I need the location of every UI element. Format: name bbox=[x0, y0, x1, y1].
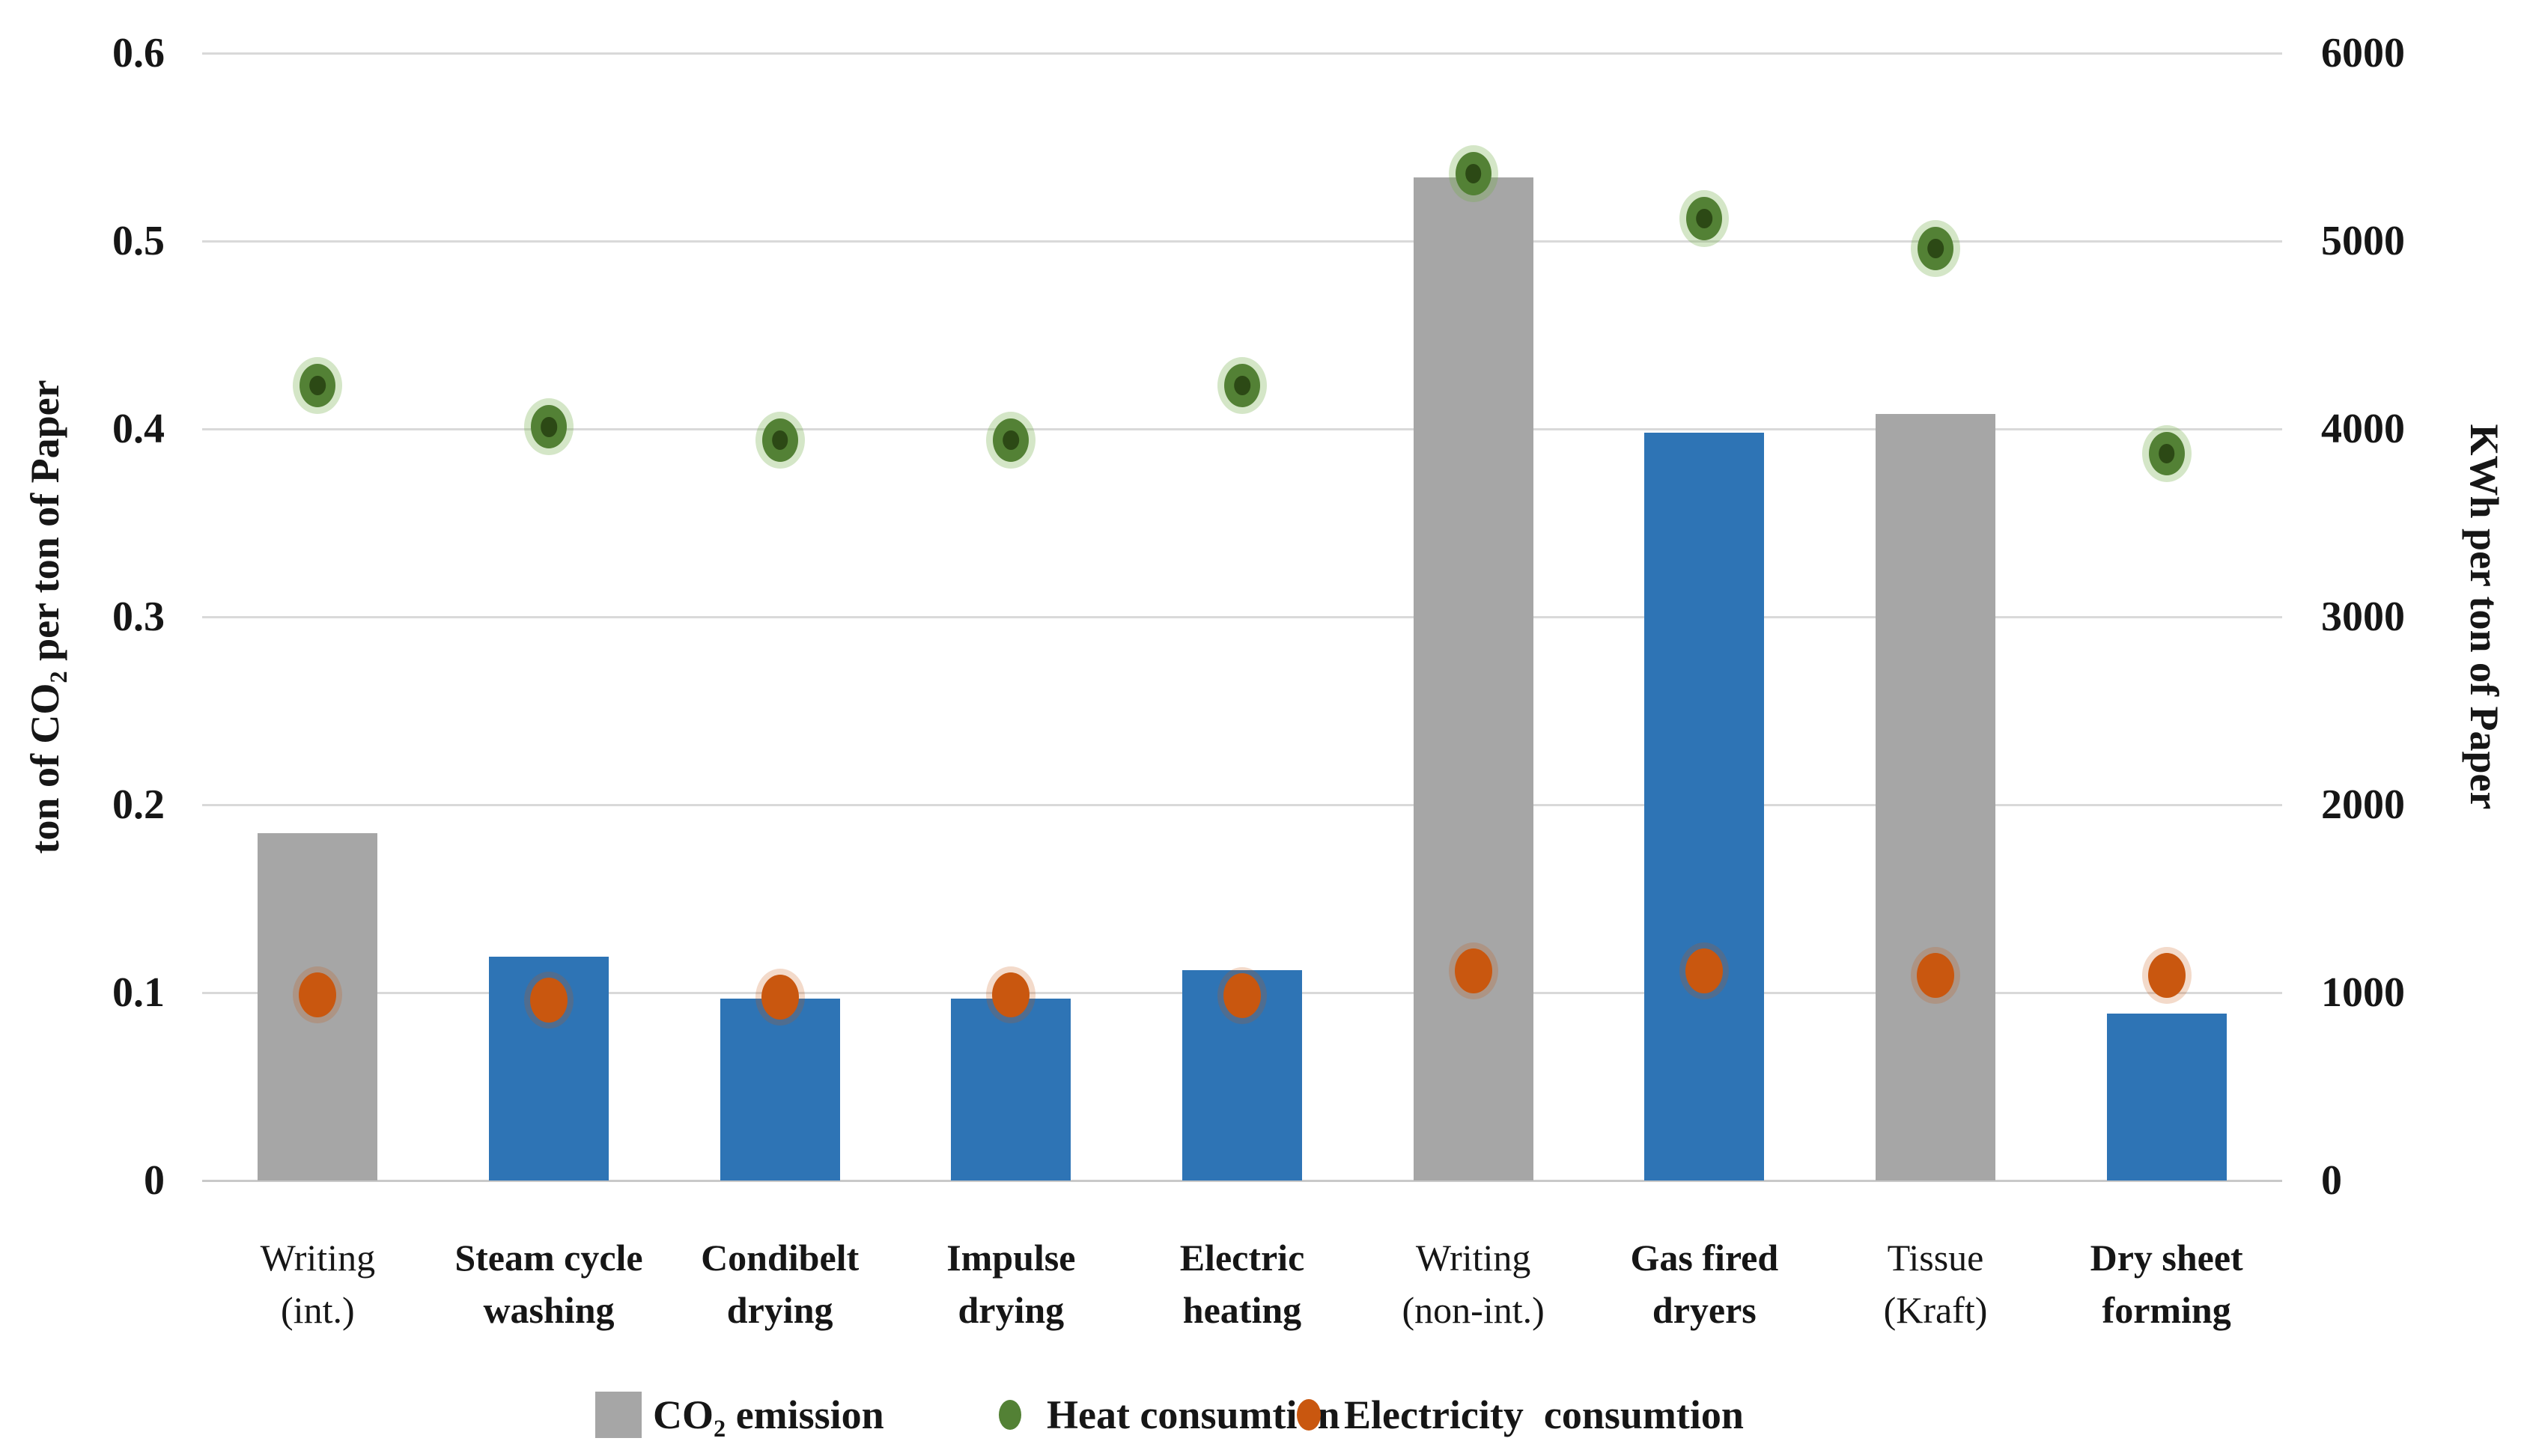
category-label-line: Gas fired bbox=[1630, 1237, 1779, 1279]
electricity-consumption-dot bbox=[992, 972, 1030, 1017]
legend-dot-heat bbox=[999, 1400, 1021, 1430]
co2-emission-bar bbox=[1413, 177, 1533, 1181]
category-label: Writing (non-int.) bbox=[1342, 1231, 1604, 1336]
category-label: Impulse drying bbox=[881, 1231, 1142, 1336]
category-label-line: washing bbox=[483, 1289, 615, 1331]
heat-dot-core bbox=[1003, 430, 1020, 451]
co2-emission-bar bbox=[2106, 1013, 2227, 1181]
heat-dot-core bbox=[1465, 163, 1482, 183]
category-label: Gas fired dryers bbox=[1574, 1231, 1835, 1336]
right-axis-tick-label: 1000 bbox=[2321, 969, 2405, 1016]
category-label-line: heating bbox=[1182, 1289, 1302, 1331]
category-label: Condibelt drying bbox=[649, 1231, 910, 1336]
category-label-line: Steam cycle bbox=[454, 1237, 643, 1279]
category-label-line: Writing bbox=[260, 1237, 376, 1279]
heat-dot-core bbox=[1696, 208, 1713, 228]
legend-label-electricity-consumtion: Electricity consumtion bbox=[1344, 1392, 1744, 1437]
left-axis-tick-label: 0.1 bbox=[112, 969, 165, 1016]
heat-consumption-dot bbox=[1918, 227, 1953, 271]
right-axis-tick-label: 3000 bbox=[2321, 594, 2405, 640]
legend-label-heat-consumtion: Heat consumtion bbox=[1047, 1392, 1340, 1437]
electricity-consumption-dot bbox=[530, 978, 568, 1023]
co2-emission-bar bbox=[951, 998, 1071, 1181]
gridline bbox=[202, 616, 2282, 618]
gridline bbox=[202, 1180, 2282, 1182]
category-label: Writing (int.) bbox=[187, 1231, 448, 1336]
co2-emission-bar bbox=[720, 998, 840, 1181]
electricity-consumption-dot bbox=[299, 972, 337, 1017]
category-label-line: Tissue bbox=[1887, 1237, 1984, 1279]
right-axis-tick-label: 6000 bbox=[2321, 30, 2405, 76]
gridline bbox=[202, 240, 2282, 243]
category-label-line: drying bbox=[958, 1289, 1065, 1331]
electricity-consumption-dot bbox=[1223, 972, 1261, 1018]
heat-consumption-dot bbox=[1455, 151, 1491, 195]
left-axis-tick-label: 0.4 bbox=[112, 406, 165, 452]
heat-consumption-dot bbox=[761, 418, 798, 463]
heat-dot-core bbox=[541, 417, 557, 437]
co2-emission-bar bbox=[1644, 433, 1765, 1181]
heat-consumption-dot bbox=[2148, 431, 2185, 475]
heat-consumption-dot bbox=[1686, 196, 1723, 240]
category-label: Electric heating bbox=[1112, 1231, 1373, 1336]
right-axis-tick-label: 5000 bbox=[2321, 218, 2405, 264]
category-label-line: Electric bbox=[1179, 1237, 1305, 1279]
heat-dot-core bbox=[2158, 443, 2175, 463]
electricity-consumption-dot bbox=[1917, 953, 1954, 999]
heat-consumption-dot bbox=[531, 405, 567, 449]
category-label-line: dryers bbox=[1652, 1289, 1757, 1331]
legend-dot-electricity bbox=[1297, 1399, 1321, 1431]
left-axis-tick-label: 0.2 bbox=[112, 782, 165, 828]
category-label: Tissue (Kraft) bbox=[1805, 1231, 2067, 1336]
electricity-consumption-dot bbox=[2147, 953, 2186, 999]
right-axis-tick-label: 0 bbox=[2321, 1157, 2342, 1204]
left-axis-tick-label: 0 bbox=[144, 1157, 165, 1204]
legend-label-co2-emission: CO₂ emission bbox=[653, 1392, 884, 1437]
legend-swatch-co2-emission bbox=[595, 1392, 642, 1438]
category-label-line: Impulse bbox=[946, 1237, 1076, 1279]
heat-consumption-dot bbox=[1224, 364, 1260, 408]
gridline bbox=[202, 428, 2282, 430]
category-label-line: Writing bbox=[1415, 1237, 1531, 1279]
heat-dot-core bbox=[1234, 376, 1250, 396]
heat-dot-core bbox=[771, 430, 788, 451]
category-label-line: (non-int.) bbox=[1402, 1289, 1545, 1331]
co2-emission-bar bbox=[1876, 413, 1995, 1181]
category-label: Dry sheet forming bbox=[2036, 1231, 2297, 1336]
left-axis-tick-label: 0.6 bbox=[112, 30, 165, 76]
category-label-line: (int.) bbox=[281, 1289, 355, 1331]
category-label-line: Condibelt bbox=[701, 1237, 860, 1279]
heat-consumption-dot bbox=[993, 418, 1030, 463]
category-label-line: forming bbox=[2102, 1289, 2231, 1331]
left-axis-tick-label: 0.3 bbox=[112, 594, 165, 640]
heat-consumption-dot bbox=[299, 364, 336, 408]
gridline bbox=[202, 804, 2282, 806]
electricity-consumption-dot bbox=[1685, 948, 1724, 994]
category-label-line: Dry sheet bbox=[2090, 1237, 2243, 1279]
left-axis-tick-label: 0.5 bbox=[112, 218, 165, 264]
category-label: Steam cycle washing bbox=[419, 1231, 680, 1336]
category-label-line: (Kraft) bbox=[1883, 1289, 1988, 1331]
gridline bbox=[202, 52, 2282, 55]
electricity-consumption-dot bbox=[761, 975, 799, 1020]
heat-dot-core bbox=[309, 376, 326, 396]
right-axis-tick-label: 2000 bbox=[2321, 782, 2405, 828]
category-label-line: drying bbox=[726, 1289, 833, 1331]
right-axis-tick-label: 4000 bbox=[2321, 406, 2405, 452]
heat-dot-core bbox=[1927, 238, 1944, 259]
electricity-consumption-dot bbox=[1454, 948, 1492, 994]
